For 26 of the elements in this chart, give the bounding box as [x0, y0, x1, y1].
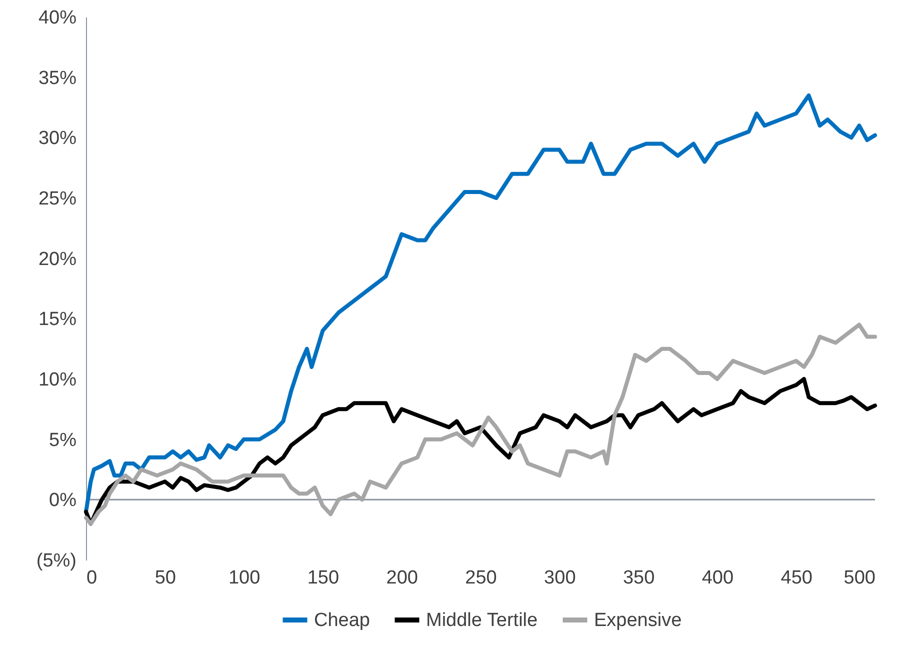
x-tick-label: 0 [86, 568, 98, 588]
y-tick-label: (5%) [36, 550, 76, 572]
y-tick-label: 40% [38, 8, 77, 28]
legend-label: Cheap [314, 610, 370, 631]
x-tick-label: 150 [307, 568, 340, 588]
x-tick-label: 350 [622, 568, 655, 588]
line-series [84, 93, 877, 514]
y-tick-label: 25% [38, 188, 77, 210]
line-series [84, 322, 877, 526]
y-tick-label: 0% [49, 490, 77, 512]
legend-label: Middle Tertile [426, 610, 538, 631]
x-tick-label: 500 [844, 568, 876, 588]
x-tick-label: 50 [154, 568, 176, 588]
y-tick-label: 15% [38, 309, 77, 330]
x-tick-label: 250 [465, 568, 497, 588]
x-tick-label: 200 [386, 568, 418, 588]
y-tick-label: 35% [38, 68, 77, 89]
x-tick-label: 400 [702, 568, 734, 588]
y-tick-label: 30% [38, 128, 77, 150]
legend-label: Expensive [594, 610, 682, 631]
x-tick-label: 300 [544, 568, 576, 588]
y-tick-label: 20% [38, 248, 77, 270]
x-tick-label: 100 [228, 568, 260, 588]
x-tick-label: 450 [780, 568, 812, 588]
y-tick-label: 5% [49, 430, 77, 451]
y-tick-label: 10% [38, 370, 77, 390]
